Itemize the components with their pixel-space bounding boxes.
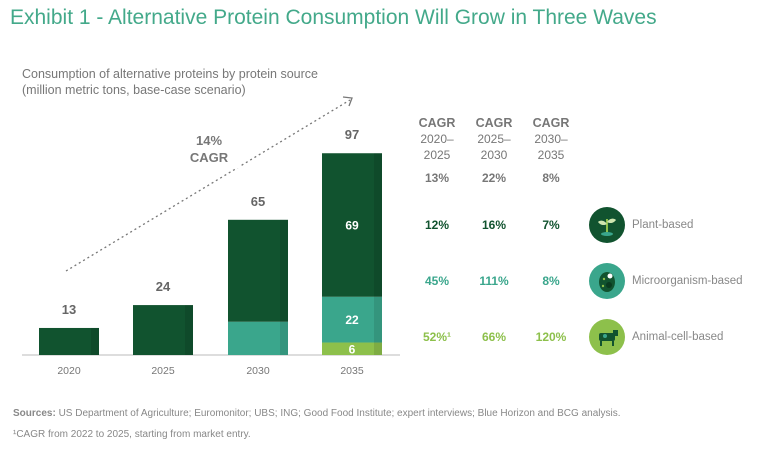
bar-shade [280, 321, 288, 355]
sources-label: Sources: [13, 408, 56, 419]
trend-arrow-line [65, 99, 351, 272]
cagr-header-text: CAGR [475, 116, 513, 130]
chart-subtitle: Consumption of alternative proteins by p… [22, 66, 318, 98]
bar-segment-animal-cell-based-2035 [322, 342, 382, 355]
cagr-header-text: 2025 [423, 148, 451, 162]
cagr-annotation-label: CAGR [190, 150, 229, 165]
cagr-value: 7% [542, 218, 560, 232]
bar-chart: 14% CAGR 13 2020 24 2025 65 2030 6 22 69 97 2035 [22, 96, 400, 377]
bar-segment-microorganism-based-2035 [322, 296, 382, 343]
footnote: ¹CAGR from 2022 to 2025, starting from m… [13, 429, 251, 440]
cagr-value: 111% [479, 274, 509, 288]
legend-label: Microorganism-based [632, 275, 743, 287]
cagr-value: 8% [542, 274, 560, 288]
x-tick-2030: 2030 [246, 365, 270, 377]
cagr-header-text: CAGR [532, 116, 570, 130]
cagr-header: CAGR 2020– 2025 [407, 115, 467, 163]
bar-segment-plant-based-2020 [39, 327, 99, 355]
cagr-total: 22% [481, 171, 507, 185]
bar-segment-microorganism-based-2030 [228, 321, 288, 355]
cagr-header-text: 2025– [477, 132, 511, 146]
cagr-header: CAGR 2025– 2030 [464, 115, 524, 163]
cagr-value: 45% [424, 274, 450, 288]
x-tick-2025: 2025 [151, 365, 175, 377]
segment-label: 6 [349, 342, 356, 356]
total-label-2020: 13 [62, 302, 76, 317]
segment-label: 22 [345, 313, 359, 327]
bar-segment-plant-based-2035 [322, 153, 382, 297]
total-label-2030: 65 [251, 194, 265, 209]
cagr-header: CAGR 2030– 2035 [521, 115, 581, 163]
bar-shade [280, 219, 288, 322]
bar-segment-plant-based-2030 [228, 219, 288, 322]
cagr-value: 52%¹ [422, 330, 451, 344]
bar-shade [374, 342, 382, 355]
cagr-total: 8% [542, 171, 560, 185]
x-tick-2020: 2020 [57, 365, 81, 377]
annotation-bg [180, 128, 240, 168]
bar-segment-plant-based-2025 [133, 305, 193, 355]
cagr-header-text: 2035 [537, 148, 565, 162]
sources-text: US Department of Agriculture; Euromonito… [55, 408, 621, 419]
cagr-total: 13% [424, 171, 450, 185]
microorganism-icon [589, 263, 625, 299]
sources-note: Sources: US Department of Agriculture; E… [13, 408, 621, 419]
legend-label: Animal-cell-based [632, 331, 724, 343]
cagr-annotation-value: 14% [196, 133, 222, 148]
plant-icon [589, 207, 625, 243]
subtitle-line-2: (million metric tons, base-case scenario… [22, 83, 246, 97]
bar-shade [91, 327, 99, 355]
cagr-header-text: 2030– [534, 132, 568, 146]
cagr-value: 16% [481, 218, 507, 232]
bar-shade [374, 296, 382, 343]
cagr-header-text: 2020– [420, 132, 454, 146]
trend-arrow-head [342, 96, 353, 107]
cagr-value: 12% [424, 218, 450, 232]
segment-label: 69 [345, 219, 359, 233]
cagr-value: 120% [535, 330, 567, 344]
legend-label: Plant-based [632, 219, 694, 231]
subtitle-line-1: Consumption of alternative proteins by p… [22, 67, 318, 81]
bar-shade [374, 153, 382, 297]
total-label-2025: 24 [156, 279, 171, 294]
total-label-2035: 97 [345, 127, 359, 142]
bar-shade [185, 305, 193, 355]
x-tick-2035: 2035 [340, 365, 364, 377]
cagr-header-text: 2030 [480, 148, 508, 162]
cagr-value: 66% [481, 330, 507, 344]
page-title: Exhibit 1 - Alternative Protein Consumpt… [10, 6, 657, 29]
cagr-header-text: CAGR [418, 116, 456, 130]
cow-icon [589, 319, 625, 355]
